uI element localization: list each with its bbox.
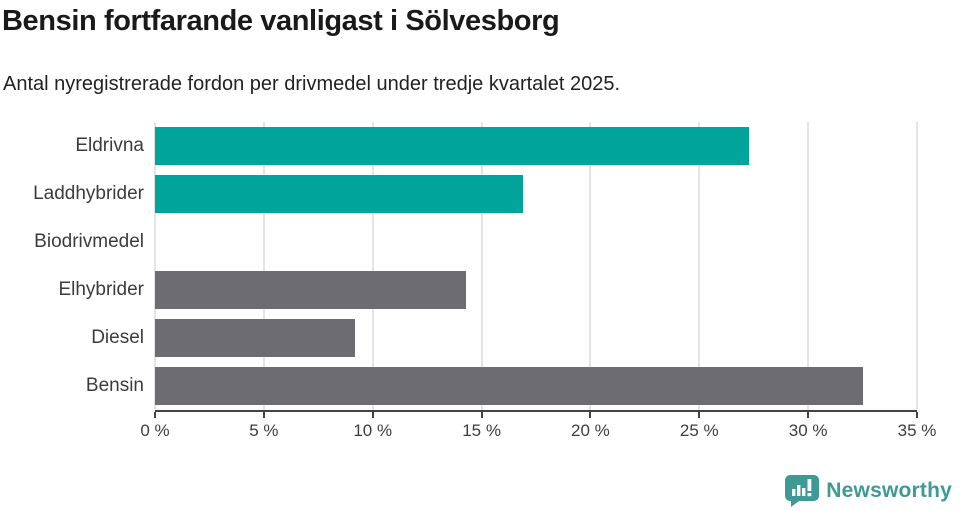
axis-tick <box>154 412 156 419</box>
x-tick-label: 10 % <box>353 421 393 441</box>
category-label: Bensin <box>85 375 144 397</box>
category-label: Laddhybrider <box>33 183 144 205</box>
bar-row: Elhybrider <box>0 266 960 314</box>
bar-track <box>155 271 917 310</box>
gridline <box>698 122 701 411</box>
axis-tick <box>589 412 592 419</box>
axis-tick <box>698 412 701 419</box>
gridline <box>371 122 374 411</box>
bar-row: Biodrivmedel <box>0 218 960 266</box>
category-label: Eldrivna <box>75 135 144 157</box>
gridline <box>916 122 918 411</box>
bar-rows: Eldrivna Laddhybrider Biodrivmedel Elhybrid… <box>0 122 960 410</box>
bar <box>155 367 863 406</box>
axis-tick <box>262 412 265 419</box>
x-tick-label: 35 % <box>897 421 937 441</box>
bar-track <box>155 223 917 261</box>
newsworthy-bubble-icon <box>785 475 820 507</box>
bar-track <box>155 127 917 166</box>
axis-tick <box>916 412 918 419</box>
bar-track <box>155 367 917 406</box>
axis-tick <box>480 412 483 419</box>
bar-row: Bensin <box>0 362 960 410</box>
x-tick-label: 20 % <box>571 421 610 441</box>
bar-row: Diesel <box>0 314 960 362</box>
bar <box>155 175 523 214</box>
grid-layer <box>154 122 918 411</box>
category-label: Biodrivmedel <box>34 231 144 253</box>
category-label: Diesel <box>91 327 144 349</box>
newsworthy-brand-name: Newsworthy <box>826 479 952 502</box>
bar-track <box>155 319 917 358</box>
x-axis-tick-labels: 0 % 5 % 10 % 15 % 20 % 25 % 30 % 35 % <box>140 412 936 446</box>
chart-title: Bensin fortfarande vanligast i Sölvesbor… <box>2 5 560 37</box>
gridline <box>807 122 810 411</box>
gridline <box>589 122 592 411</box>
gridline <box>154 122 156 411</box>
x-axis-line <box>154 410 918 419</box>
x-tick-label: 15 % <box>462 421 501 441</box>
bar <box>155 271 467 310</box>
axis-tick <box>807 412 810 419</box>
gridline <box>480 122 483 411</box>
newsworthy-logo: Newsworthy <box>785 475 952 507</box>
x-tick-label: 25 % <box>679 421 719 441</box>
axis-tick <box>371 412 374 419</box>
bar-row: Eldrivna <box>0 122 960 170</box>
gridline <box>262 122 265 411</box>
bar-track <box>155 175 917 214</box>
chart-subtitle: Antal nyregistrerade fordon per drivmede… <box>3 73 621 96</box>
x-tick-label: 5 % <box>249 421 279 441</box>
bar <box>155 319 356 358</box>
bar <box>155 127 750 166</box>
x-tick-label: 0 % <box>140 421 170 441</box>
x-tick-label: 30 % <box>788 421 828 441</box>
bar-row: Laddhybrider <box>0 170 960 218</box>
bar-chart: Eldrivna Laddhybrider Biodrivmedel Elhybrid… <box>0 122 960 446</box>
category-label: Elhybrider <box>58 279 144 301</box>
